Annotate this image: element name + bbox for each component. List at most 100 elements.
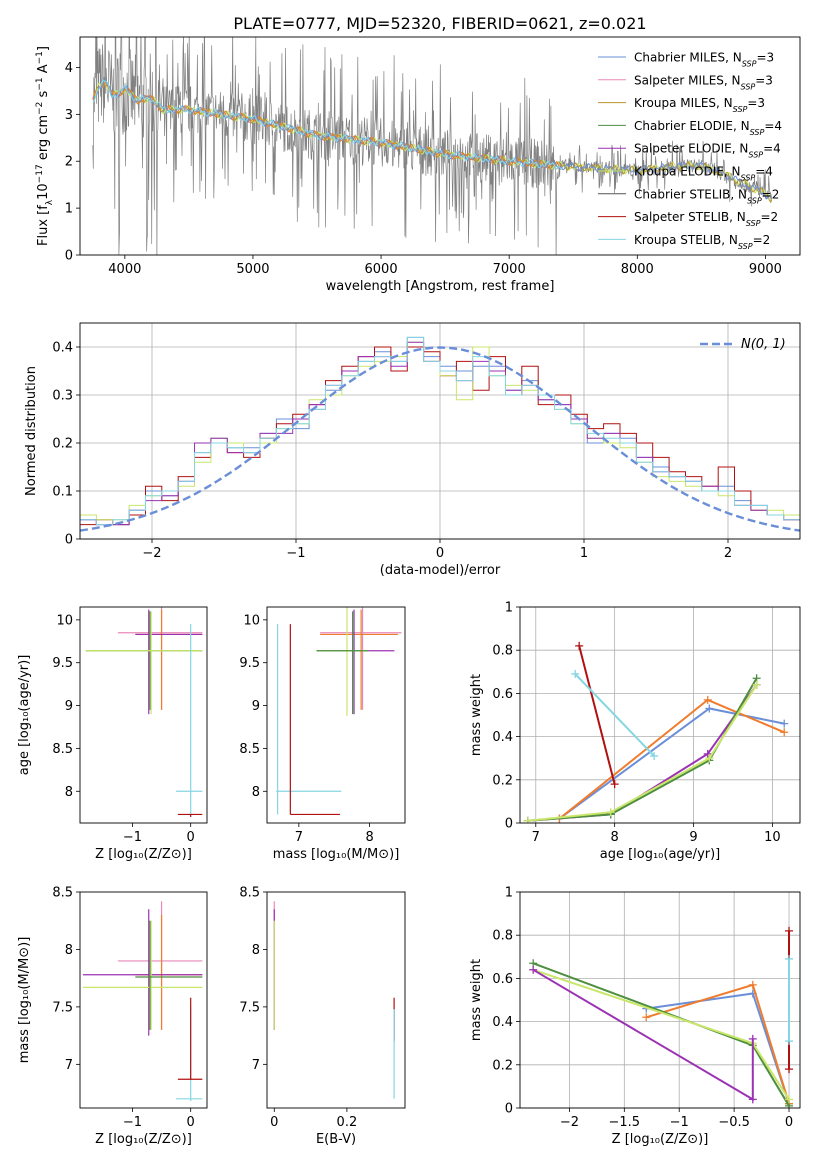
y-tick-label: 8 [252, 943, 260, 958]
weight-series-line [578, 645, 616, 785]
y-tick-label: 4 [65, 61, 73, 76]
y-axis-label: Normed distribution [24, 366, 39, 496]
legend-entry: Chabrier ELODIE, NSSP=4 [634, 119, 782, 137]
y-axis-label: mass weight [469, 674, 484, 756]
x-tick-label: 6000 [365, 262, 398, 277]
weight-series-line [558, 707, 785, 820]
weight-point-marker [748, 980, 757, 989]
y-tick-label: 0 [65, 533, 73, 548]
mass-vs-metallicity-panel: −1 0 7 7.5 8 8.5 Z [log₁₀(Z/Z⊙)] mass [log₁₀(M/… [17, 886, 208, 1147]
weight-series-line [574, 673, 655, 757]
legend-entry: Chabrier MILES, NSSP=3 [634, 51, 774, 69]
y-tick-label: 0 [505, 817, 513, 832]
x-tick-label: 0 [187, 830, 195, 845]
axes-frame [519, 891, 801, 1109]
y-tick-label: 0.4 [492, 1015, 513, 1030]
y-tick-label: 0.6 [492, 972, 513, 987]
weight-series-line [558, 698, 785, 820]
y-tick-label: 0.2 [492, 1058, 513, 1073]
y-tick-label: 0.8 [492, 644, 513, 659]
age-vs-mass-panel: 7 8 8 8.5 9 9.5 10 mass [log₁₀(M/M⊙)] [239, 606, 406, 862]
x-tick-label: 8 [611, 830, 619, 845]
x-axis-label: (data-model)/error [380, 563, 501, 578]
x-tick-label: −2 [142, 546, 161, 561]
plot-area [82, 901, 203, 1102]
weight-point-marker [748, 1034, 757, 1043]
model-spectrum-line [92, 79, 564, 170]
x-tick-label: 0.2 [337, 1115, 358, 1130]
x-axis-label: age [log₁₀(age/yr)] [600, 847, 721, 862]
x-tick-label: 8000 [621, 262, 654, 277]
plot-area [523, 641, 789, 823]
x-axis-label: Z [log₁₀(Z/Z⊙)] [612, 1132, 709, 1147]
weight-point-marker [571, 669, 580, 678]
axes-frame [266, 606, 406, 824]
y-axis-label: mass weight [469, 959, 484, 1041]
weight-series-line [646, 983, 790, 1104]
legend-entry: Salpeter STELIB, NSSP=2 [634, 210, 778, 228]
y-tick-label: 8 [252, 785, 260, 800]
legend-entry: N(0, 1) [741, 337, 786, 352]
y-tick-label: 2 [65, 155, 73, 170]
weight-point-marker [642, 1013, 651, 1022]
weight-point-marker [780, 728, 789, 737]
y-tick-label: 0.3 [52, 389, 73, 404]
y-tick-label: 0.2 [492, 773, 513, 788]
y-tick-label: 1 [505, 601, 513, 616]
y-tick-label: 0.2 [52, 437, 73, 452]
y-tick-label: 7.5 [52, 1000, 73, 1015]
weight-vs-age-panel: 7 8 9 10 0 0.2 0.4 0.6 0.8 1 age [log₁₀(age/yr)] ma… [469, 601, 801, 862]
weight-point-marker [780, 719, 789, 728]
y-tick-label: 0 [505, 1102, 513, 1117]
axes-frame [79, 606, 208, 824]
weight-series-line [527, 677, 758, 822]
age-vs-metallicity-panel: −1 0 8 8.5 9 9.5 10 Z [log₁₀(Z/Z⊙)] age [log₁₀(a… [17, 606, 208, 862]
weight-point-marker [705, 704, 714, 713]
x-tick-label: −0.5 [718, 1115, 750, 1130]
y-tick-label: 7 [252, 1058, 260, 1073]
weight-series-line [527, 684, 758, 822]
mass-vs-ebv-panel: 0 0.2 7 7.5 8 8.5 E(B-V) [239, 886, 406, 1147]
figure-title: PLATE=0777, MJD=52320, FIBERID=0621, z=0… [233, 14, 646, 33]
plot-area [276, 607, 402, 816]
plot-area [85, 607, 203, 817]
weight-point-marker [703, 749, 712, 758]
y-tick-label: 1 [505, 886, 513, 901]
x-tick-label: 2 [724, 546, 732, 561]
x-tick-label: 7000 [493, 262, 526, 277]
legend-entry: Salpeter ELODIE, NSSP=4 [634, 142, 781, 160]
y-tick-label: 3 [65, 108, 73, 123]
weight-point-marker [785, 1065, 794, 1074]
weight-point-marker [748, 1095, 757, 1104]
weight-point-marker [650, 752, 659, 761]
x-tick-label: 4000 [108, 262, 141, 277]
y-tick-label: 0.4 [492, 730, 513, 745]
weight-point-marker [785, 1095, 794, 1104]
x-axis-label: E(B-V) [316, 1132, 356, 1147]
y-tick-label: 0.4 [52, 341, 73, 356]
spectrum-panel: 4000 5000 6000 7000 8000 9000 0 1 2 3 4 wavelength … [35, 36, 801, 294]
y-tick-label: 0.1 [52, 485, 73, 500]
plot-area [529, 926, 794, 1108]
x-tick-label: 7 [532, 830, 540, 845]
axes-frame [519, 606, 801, 824]
x-tick-label: 10 [764, 830, 781, 845]
weight-series-line [532, 968, 790, 1100]
axes-frame [79, 36, 801, 256]
x-tick-label: 7 [295, 830, 303, 845]
x-tick-label: 1 [580, 546, 588, 561]
y-tick-label: 10 [243, 613, 260, 628]
axes-frame [79, 322, 801, 540]
x-axis-label: wavelength [Angstrom, rest frame] [326, 279, 555, 294]
y-tick-label: 1 [65, 202, 73, 217]
x-tick-label: 0 [270, 1115, 278, 1130]
x-tick-label: −1 [123, 1115, 142, 1130]
x-tick-label: 0 [187, 1115, 195, 1130]
y-tick-label: 8.5 [239, 886, 260, 901]
weight-point-marker [606, 808, 615, 817]
x-tick-label: −1 [670, 1115, 689, 1130]
y-axis-label: mass [log₁₀(M/M⊙)] [17, 937, 32, 1064]
y-tick-label: 7 [65, 1058, 73, 1073]
plot-area [92, 37, 773, 255]
